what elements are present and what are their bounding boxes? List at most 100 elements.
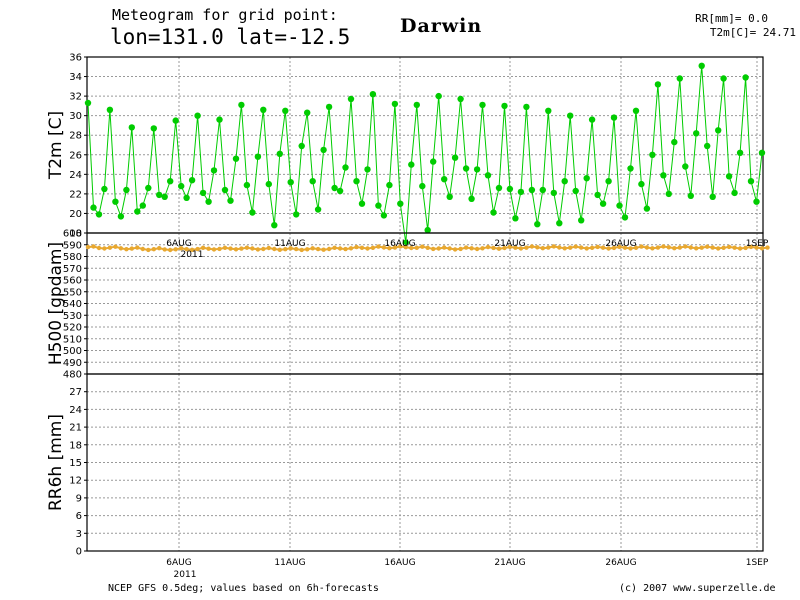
y-tick-label: 480 <box>63 370 82 381</box>
t2m-point <box>610 114 618 121</box>
h500-point <box>135 245 140 250</box>
t2m-series-line <box>87 65 763 243</box>
t2m-point <box>167 178 174 185</box>
h500-point <box>305 247 310 252</box>
t2m-point <box>556 220 563 227</box>
h500-point <box>206 246 211 251</box>
t2m-point <box>720 75 727 82</box>
t2m-point <box>687 192 694 199</box>
t2m-point <box>95 211 103 218</box>
h500-point <box>277 247 282 252</box>
h500-point <box>743 245 748 251</box>
y-tick-label: 24 <box>69 405 82 416</box>
y-tick-label: 530 <box>63 311 82 322</box>
h500-point <box>195 246 200 252</box>
t2m-point <box>183 194 190 201</box>
h500-point <box>666 245 671 250</box>
h500-point <box>294 246 299 252</box>
t2m-point <box>539 186 546 194</box>
h500-point <box>332 245 337 250</box>
h500-point <box>168 247 173 253</box>
h500-point <box>96 245 102 251</box>
h500-point <box>633 245 639 250</box>
t2m-point <box>298 142 305 150</box>
h500-point <box>677 245 682 250</box>
t2m-point <box>621 214 629 221</box>
t2m-point <box>550 189 557 197</box>
t2m-point <box>282 107 289 115</box>
y-tick-label: 22 <box>69 189 82 200</box>
t2m-point <box>161 193 168 200</box>
y-tick-label: 520 <box>63 323 82 334</box>
h500-point <box>266 245 271 251</box>
h500-point <box>315 246 321 252</box>
y-tick-label: 570 <box>63 264 82 275</box>
t2m-point <box>731 189 738 197</box>
h500-point <box>496 246 502 251</box>
h500-point <box>392 245 398 250</box>
h500-point <box>140 246 145 252</box>
grid-point-coordinates: lon=131.0 lat=-12.5 <box>110 25 351 49</box>
t2m-readout: T2m[C]= 24.71 <box>709 26 796 39</box>
t2m-point <box>331 184 338 192</box>
y-tick-label: 36 <box>69 53 82 64</box>
h500-point <box>748 244 754 250</box>
h500-point <box>359 245 365 250</box>
h500-point <box>409 245 414 251</box>
h500-point <box>102 246 107 251</box>
h500-point <box>442 245 447 250</box>
t2m-point <box>594 191 601 199</box>
t2m-point <box>101 185 108 193</box>
y-tick-label: 9 <box>76 493 82 504</box>
h500-point <box>705 244 710 249</box>
t2m-point <box>435 92 442 100</box>
t2m-point <box>588 116 596 123</box>
t2m-point <box>391 100 399 108</box>
h500-point <box>589 245 595 250</box>
t2m-point <box>490 209 497 216</box>
h500-point <box>244 245 250 250</box>
t2m-point <box>572 187 579 195</box>
t2m-point <box>473 166 481 173</box>
t2m-point <box>704 142 711 150</box>
h500-point <box>491 245 496 251</box>
y-axis-title: RR6h [mm] <box>46 414 66 511</box>
h500-point <box>573 244 578 249</box>
h500-point <box>584 246 589 251</box>
t2m-point <box>534 221 541 228</box>
t2m-point <box>638 180 645 188</box>
t2m-point <box>156 191 163 199</box>
h500-point <box>337 246 343 251</box>
t2m-point <box>715 127 722 134</box>
h500-point <box>469 246 474 251</box>
t2m-point <box>106 106 114 114</box>
t2m-point <box>265 180 272 188</box>
t2m-point <box>254 153 262 160</box>
h500-point <box>354 244 359 250</box>
x-tick-label: 11AUG <box>274 239 305 249</box>
h500-point <box>524 245 529 250</box>
t2m-point <box>671 138 678 146</box>
t2m-point <box>753 198 760 205</box>
h500-point <box>672 246 677 251</box>
t2m-point <box>139 202 146 209</box>
h500-point <box>189 247 195 252</box>
t2m-point <box>205 198 212 205</box>
h500-point <box>485 244 491 250</box>
t2m-point <box>736 149 744 156</box>
t2m-point <box>512 215 519 222</box>
h500-point <box>431 246 436 252</box>
h500-point <box>146 247 151 253</box>
x-tick-label: 1SEP <box>746 558 769 568</box>
h500-point <box>595 244 600 250</box>
t2m-point <box>758 149 766 156</box>
t2m-point <box>309 178 316 185</box>
h500-point <box>513 245 518 250</box>
t2m-point <box>660 172 667 179</box>
h500-point <box>376 244 381 249</box>
y-tick-label: 560 <box>63 276 82 287</box>
t2m-point <box>446 193 453 200</box>
y-tick-label: 600 <box>63 229 82 240</box>
h500-point <box>151 247 156 252</box>
